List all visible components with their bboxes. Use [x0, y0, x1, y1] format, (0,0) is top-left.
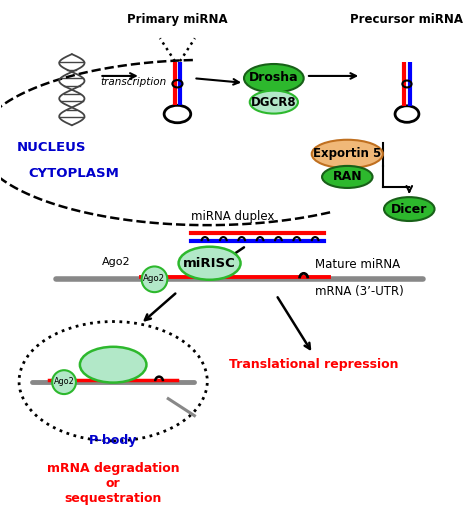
Text: Ago2: Ago2: [54, 376, 74, 386]
Text: Mature miRNA: Mature miRNA: [315, 258, 400, 271]
Text: Primary miRNA: Primary miRNA: [127, 13, 228, 26]
Text: mRNA (3’-UTR): mRNA (3’-UTR): [315, 285, 404, 298]
Text: P-body: P-body: [89, 434, 137, 448]
Circle shape: [142, 266, 167, 292]
Text: transcription: transcription: [101, 77, 167, 87]
Text: DGCR8: DGCR8: [251, 96, 297, 109]
Text: miRNA duplex: miRNA duplex: [191, 210, 274, 223]
Text: RAN: RAN: [332, 170, 362, 183]
Text: Ago2: Ago2: [101, 257, 130, 267]
Ellipse shape: [322, 166, 373, 188]
Text: NUCLEUS: NUCLEUS: [17, 141, 86, 154]
Circle shape: [52, 370, 76, 394]
Ellipse shape: [384, 197, 435, 221]
Ellipse shape: [80, 347, 146, 383]
Text: Ago2: Ago2: [144, 274, 165, 283]
Ellipse shape: [250, 91, 298, 114]
Text: miRISC: miRISC: [183, 257, 236, 270]
Ellipse shape: [244, 64, 304, 93]
Text: Translational repression: Translational repression: [229, 358, 399, 371]
Text: mRNA degradation
or
sequestration: mRNA degradation or sequestration: [47, 461, 180, 505]
Ellipse shape: [312, 140, 383, 168]
Text: Dicer: Dicer: [391, 202, 428, 216]
Text: Drosha: Drosha: [249, 71, 299, 84]
Text: Precursor miRNA: Precursor miRNA: [350, 13, 464, 26]
Text: CYTOPLASM: CYTOPLASM: [28, 167, 119, 180]
Text: Exportin 5: Exportin 5: [313, 147, 382, 161]
Ellipse shape: [179, 247, 241, 280]
